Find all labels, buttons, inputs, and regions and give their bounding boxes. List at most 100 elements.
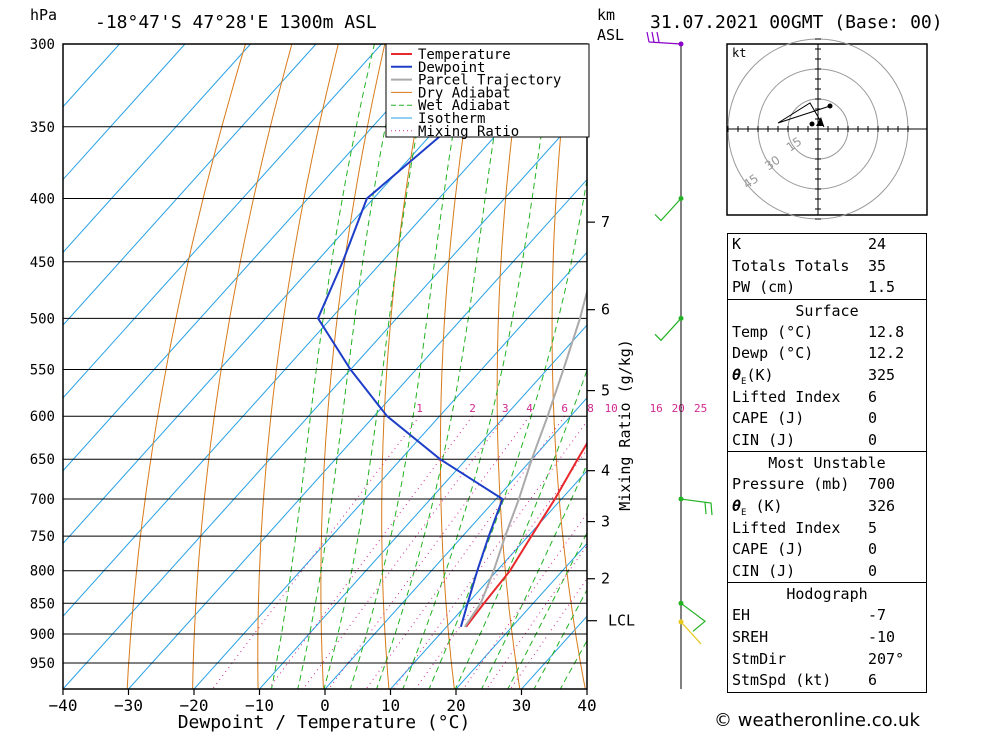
isotherm-line bbox=[63, 106, 587, 689]
row-k: K 24 bbox=[732, 235, 887, 253]
indices-panel: K 24 Totals Totals 35 PW (cm) 1.5 Surface T… bbox=[727, 233, 927, 693]
km-tick-label: 6 bbox=[601, 301, 610, 319]
legend-entry: Temperature bbox=[418, 47, 511, 63]
isotherm-line bbox=[63, 44, 120, 108]
mixing-ratio-line bbox=[328, 415, 530, 689]
plot-frame bbox=[62, 43, 588, 690]
wind-profile bbox=[646, 31, 713, 689]
pressure-tick-label: 800 bbox=[30, 564, 55, 580]
isotherm-line bbox=[258, 324, 587, 689]
temperature-series-line bbox=[465, 441, 587, 628]
lcl-label: LCL bbox=[608, 612, 635, 630]
mixing-ratio-line bbox=[509, 577, 587, 689]
location-title: -18°47'S 47°28'E 1300m ASL bbox=[95, 12, 377, 33]
pressure-tick-label: 550 bbox=[30, 363, 55, 379]
isotherm-line bbox=[63, 44, 382, 399]
dry-adiabat-line bbox=[496, 44, 525, 689]
pressure-tick-label: 450 bbox=[30, 255, 55, 271]
mixing-ratio-label: 20 bbox=[672, 402, 685, 415]
dry-adiabat-line bbox=[381, 44, 432, 689]
mixing-ratio-label: 10 bbox=[605, 402, 618, 415]
row-totals-totals: Totals Totals 35 bbox=[732, 256, 887, 275]
pressure-tick-label: 400 bbox=[30, 191, 55, 207]
wind-barb bbox=[654, 317, 682, 342]
pressure-tick-label: 650 bbox=[30, 452, 55, 468]
dry-adiabat-line bbox=[439, 44, 479, 689]
mixing-ratio-label: 16 bbox=[650, 402, 663, 415]
x-tick-label: 40 bbox=[577, 696, 596, 715]
mixing-ratio-axis-label: Mixing Ratio (g/kg) bbox=[616, 339, 634, 511]
hodograph-unit-label: kt bbox=[732, 46, 746, 60]
mixing-ratio-label: 3 bbox=[502, 402, 509, 415]
dry-adiabat-line bbox=[942, 44, 1000, 691]
legend-entry: Mixing Ratio bbox=[418, 124, 519, 140]
surface-title: Surface bbox=[795, 301, 859, 320]
wet-adiabat-line bbox=[454, 368, 587, 689]
x-tick-label: 30 bbox=[512, 696, 531, 715]
legend-entry: Dry Adiabat bbox=[418, 85, 511, 101]
x-tick-label: −40 bbox=[49, 696, 78, 715]
isotherm-line bbox=[127, 178, 587, 689]
x-tick-label: −30 bbox=[114, 696, 143, 715]
asl-label: ASL bbox=[597, 26, 624, 44]
wet-adiabat-line bbox=[507, 531, 587, 689]
wet-adiabat-line bbox=[428, 176, 587, 689]
x-tick-label: 20 bbox=[446, 696, 465, 715]
hpa-label: hPa bbox=[30, 6, 57, 24]
isotherm-line bbox=[389, 469, 587, 689]
indices-table: K 24 Totals Totals 35 PW (cm) 1.5 bbox=[727, 233, 927, 299]
pressure-tick-label: 950 bbox=[30, 656, 55, 672]
mixing-ratio-line bbox=[267, 415, 473, 689]
row-pw: PW (cm) 1.5 bbox=[732, 278, 896, 297]
wet-adiabat-line bbox=[533, 588, 587, 689]
wind-barb bbox=[654, 198, 682, 222]
km-tick-label: 4 bbox=[601, 462, 610, 480]
legend-entry: Wet Adiabat bbox=[418, 98, 511, 114]
mixing-ratio-label: 2 bbox=[469, 402, 476, 415]
isotherm-line bbox=[193, 251, 587, 689]
isotherm-line bbox=[63, 44, 251, 254]
pressure-tick-label: 600 bbox=[30, 409, 55, 425]
parcel-trajectory-series-line bbox=[463, 287, 587, 628]
km-label: km bbox=[597, 6, 615, 24]
mixing-ratio-label: 1 bbox=[416, 402, 423, 415]
surface-table: Surface Temp (°C) 12.8 Dewp (°C) 12.2 θE(K… bbox=[727, 298, 927, 452]
mixing-ratio-label: 6 bbox=[561, 402, 568, 415]
pressure-tick-label: 700 bbox=[30, 492, 55, 508]
x-tick-label: 0 bbox=[320, 696, 330, 715]
most-unstable-table: Most Unstable Pressure (mb) 700 θE (K) 326… bbox=[727, 451, 927, 583]
pressure-tick-label: 750 bbox=[30, 529, 55, 545]
x-tick-label: −10 bbox=[245, 696, 274, 715]
copyright[interactable]: © weatheronline.co.uk bbox=[714, 710, 920, 731]
isotherm-line bbox=[63, 44, 186, 181]
dry-adiabat-line bbox=[257, 44, 339, 689]
most-unstable-title: Most Unstable bbox=[768, 454, 886, 473]
isotherm-line bbox=[63, 44, 579, 618]
pressure-tick-label: 350 bbox=[30, 120, 55, 136]
axes: 1 2 3 4 6 8 10 16 20 2530035040045050055060065070… bbox=[30, 37, 708, 715]
dry-adiabat-line bbox=[551, 44, 586, 689]
km-tick-label: 3 bbox=[601, 513, 610, 531]
mixing-ratio-line bbox=[365, 415, 566, 689]
wind-barb bbox=[680, 621, 702, 645]
isotherm-line bbox=[63, 44, 448, 472]
isotherm-line bbox=[63, 44, 317, 326]
datetime-title: 31.07.2021 00GMT (Base: 00) bbox=[650, 12, 943, 33]
pressure-tick-label: 500 bbox=[30, 311, 55, 327]
wet-adiabat-line bbox=[349, 44, 469, 689]
legend-entry: Isotherm bbox=[418, 111, 485, 127]
isotherm-line bbox=[324, 397, 587, 689]
dry-adiabat-line bbox=[126, 44, 246, 689]
storm-motion-arrow bbox=[816, 117, 824, 126]
mixing-ratio-label: 8 bbox=[587, 402, 594, 415]
wet-adiabat-line bbox=[481, 463, 587, 689]
dry-adiabat-line bbox=[657, 44, 717, 691]
profile-lines bbox=[316, 44, 587, 628]
legend-entry: Parcel Trajectory bbox=[418, 73, 561, 89]
isotherm-line bbox=[455, 542, 587, 689]
x-tick-label: 10 bbox=[381, 696, 400, 715]
km-tick-label: 5 bbox=[601, 382, 610, 400]
